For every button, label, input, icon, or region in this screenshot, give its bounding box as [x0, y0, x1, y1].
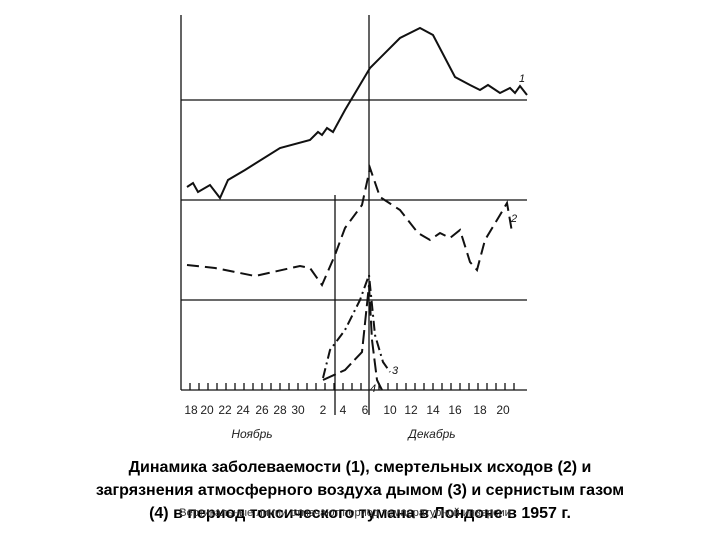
x-tick-label: 28: [273, 403, 287, 417]
x-tick-label: 20: [496, 403, 510, 417]
x-tick-label: 2: [320, 403, 327, 417]
tick-marks: [189, 383, 515, 390]
mortality-line: [186, 164, 513, 288]
x-tick-label: 6: [362, 403, 369, 417]
x-tick-label: 10: [383, 403, 397, 417]
month-label: Декабрь: [406, 427, 455, 441]
figure: 1 2 3 4 18 20 22 24 26 28 30 2 4 6 10 12 14 16 18 20 Но…: [180, 15, 528, 441]
x-tick-label: 18: [184, 403, 198, 417]
so2-line: [322, 284, 383, 391]
line-label: 1: [519, 73, 525, 85]
x-tick-label: 30: [291, 403, 305, 417]
x-tick-label: 24: [236, 403, 250, 417]
caption-line: Динамика заболеваемости (1), смертельных…: [129, 459, 592, 476]
x-tick-label: 18: [473, 403, 487, 417]
x-tick-label: 22: [218, 403, 232, 417]
month-label: Ноябрь: [231, 427, 272, 441]
x-tick-label: 20: [200, 403, 214, 417]
x-tick-label: 14: [426, 403, 440, 417]
caption-line: (4) в период токсического тумана в Лондо…: [149, 505, 571, 522]
note: Вертикальные линии отмечают период темпе…: [179, 507, 511, 519]
caption-line: загрязнения атмосферного воздуха дымом (…: [96, 482, 624, 499]
line-label: 2: [510, 213, 517, 225]
x-tick-label: 4: [340, 403, 347, 417]
x-tick-label: 26: [255, 403, 269, 417]
x-tick-label: 12: [404, 403, 418, 417]
smoke-line: [322, 274, 391, 379]
line-label: 3: [392, 365, 399, 377]
x-tick-label: 16: [448, 403, 462, 417]
line-label: 4: [370, 383, 376, 395]
x-labels: 18 20 22 24 26 28 30 2 4 6 10 12 14 16 18 20: [184, 403, 510, 417]
morbidity-line: [186, 26, 528, 200]
